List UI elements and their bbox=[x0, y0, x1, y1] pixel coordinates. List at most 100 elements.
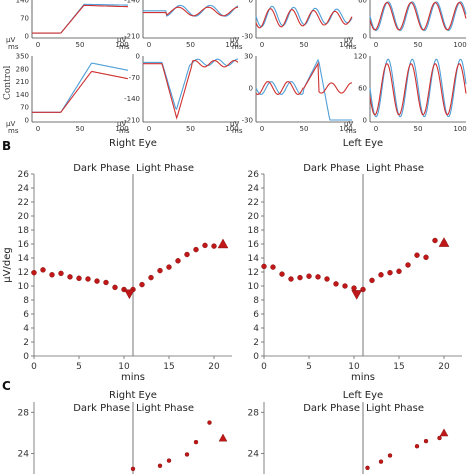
panel-a-r1c3-xtick-label: 0 bbox=[260, 41, 264, 49]
chartB0-data-point bbox=[31, 270, 37, 276]
chartB0-ytick-label: 16 bbox=[18, 240, 30, 250]
chartC1-data-point bbox=[387, 453, 393, 458]
chartC1-data-point bbox=[365, 465, 370, 471]
chartB1-data-point bbox=[405, 262, 411, 268]
chartB1-xlabel: mins bbox=[351, 372, 375, 383]
chart-c-left-eye: Left Eye 24 28 Dark Phase Light Phase bbox=[248, 390, 449, 474]
chartB0-title: Right Eye bbox=[109, 138, 157, 149]
chartB1-dark-phase-label: Dark Phase bbox=[303, 163, 360, 174]
chartB0-data-point bbox=[175, 258, 181, 264]
panel-a-r1c2-xtick-label: 0 bbox=[147, 41, 151, 49]
panel-a-r1c1-blue-trace bbox=[32, 3, 128, 34]
panel-a-r1c1-ytick-label: 140 bbox=[16, 0, 29, 5]
chartB0-data-point bbox=[139, 281, 145, 288]
panel-a-r1c4-red-trace bbox=[369, 1, 467, 31]
chartB0-data-point bbox=[94, 278, 100, 284]
panel-a-r2c4-ytick-label: 120 bbox=[354, 53, 367, 61]
chartB0-inverted-triangle-marker bbox=[124, 289, 135, 300]
panel-a-r2c3-xtick-label: 0 bbox=[260, 125, 264, 133]
panel-a-r2c4-ytick-label: 0 bbox=[363, 117, 367, 125]
panel-a-r1c2-ytick-label: -140 bbox=[124, 0, 140, 5]
panel-a-r1c4-xunit-label: ms bbox=[346, 43, 357, 51]
panel-a-r1c4-trace-plot: 60 0 μV 0 50 100 ms bbox=[344, 0, 467, 51]
panel-a-r2c1-xtick-label: 50 bbox=[76, 125, 85, 133]
chartB0-ytick-label: 20 bbox=[18, 212, 30, 222]
panel-a-r1c4-ytick-label: 0 bbox=[363, 33, 367, 41]
panel-a-r1c4-yunit-label: μV bbox=[344, 36, 353, 44]
panel-a-r1c3-red-trace bbox=[255, 8, 353, 29]
chartB0-ytick-label: 22 bbox=[18, 198, 29, 208]
chartC0-data-point bbox=[207, 420, 212, 425]
chartB1-data-point bbox=[396, 268, 402, 274]
chartB1-inverted-triangle-marker bbox=[351, 290, 363, 300]
chartB1-ytick-label: 10 bbox=[248, 282, 260, 292]
chartB1-data-point bbox=[297, 274, 303, 281]
panel-a-r2c1-xunit-label: ms bbox=[8, 127, 19, 135]
panel-a-r2c4-xtick-label: 100 bbox=[453, 125, 466, 133]
panel-a-r1c2-yunit-label: μV bbox=[117, 36, 126, 44]
panel-a-r2c1-ytick-label: 0 bbox=[25, 117, 29, 125]
chartB1-ytick-label: 0 bbox=[253, 352, 259, 362]
panel-a-r2c3-red-trace bbox=[255, 61, 352, 95]
chartB0-xtick-label: 10 bbox=[118, 362, 130, 372]
panel-a-r1c4-blue-trace bbox=[369, 1, 467, 32]
panel-a-r2c4-ytick-label: 60 bbox=[358, 85, 367, 93]
chartC1-data-point bbox=[437, 435, 442, 441]
chartB1-ytick-label: 24 bbox=[248, 184, 260, 194]
chartB0-ytick-label: 8 bbox=[23, 296, 29, 306]
panel-a-r1c1-ytick-label: 70 bbox=[20, 15, 29, 23]
panel-a-r2c1-xtick-label: 100 bbox=[115, 125, 128, 133]
panel-a-r1c1-ytick-label: 0 bbox=[25, 33, 29, 41]
chartB0-data-point bbox=[184, 251, 190, 258]
panel-a-r2c1-ytick-label: 70 bbox=[20, 104, 29, 112]
chartB0-data-point bbox=[103, 279, 109, 286]
chartB1-data-point bbox=[279, 271, 285, 277]
chartC1-title: Left Eye bbox=[343, 390, 383, 401]
panel-a-r2c2-ytick-label: -210 bbox=[124, 117, 140, 125]
chartB0-data-point bbox=[49, 272, 55, 278]
chartB1-data-point bbox=[378, 272, 384, 278]
chartB0-xtick-label: 20 bbox=[208, 362, 220, 372]
panel-a-r2c1-ytick-label: 280 bbox=[16, 65, 29, 73]
chartB0-data-point bbox=[157, 267, 163, 274]
chartB0-triangle-marker bbox=[217, 238, 229, 249]
chartC1-data-point bbox=[414, 444, 420, 449]
chartB0-data-point bbox=[166, 264, 172, 270]
panel-a-r1c3-xtick-label: 50 bbox=[300, 41, 309, 49]
panel-a-r2c1-blue-trace bbox=[32, 62, 129, 113]
panel-a-r1c2-xunit-label: ms bbox=[119, 43, 130, 51]
chartC1-ytick-label: 24 bbox=[248, 449, 260, 459]
panel-a-r2c4-trace-plot: 120 60 0 μV 0 50 100 ms bbox=[344, 53, 467, 136]
panel-a-r1c3-ytick-label: 0 bbox=[249, 0, 253, 5]
chartB0-data-point bbox=[58, 270, 64, 277]
panel-a-r2c3-ytick-label: 30 bbox=[244, 53, 253, 61]
panel-a-r2c1-xtick-label: 0 bbox=[36, 125, 40, 133]
chartB1-data-point bbox=[306, 273, 312, 279]
chartB1-data-point bbox=[414, 252, 420, 258]
panel-a-r1c2-xtick-label: 100 bbox=[225, 41, 238, 49]
chartC0-ytick-label: 24 bbox=[18, 449, 30, 459]
chartB0-xtick-label: 0 bbox=[31, 362, 37, 372]
chartC0-ytick-label: 28 bbox=[18, 408, 30, 418]
panel-a-r2c3-xtick-label: 100 bbox=[339, 125, 352, 133]
panel-a-r2c3-yunit-label: μV bbox=[230, 120, 239, 128]
panel-a-r2c2-yunit-label: μV bbox=[117, 120, 126, 128]
panel-a-r2c2-xtick-label: 0 bbox=[147, 125, 151, 133]
panel-a-r1c1-xtick-label: 100 bbox=[115, 41, 128, 49]
chartB0-data-point bbox=[40, 267, 46, 273]
chartB1-data-point bbox=[369, 277, 375, 284]
chartB0-data-point bbox=[211, 243, 217, 249]
chartB1-ytick-label: 14 bbox=[248, 254, 260, 264]
chartB0-ytick-label: 6 bbox=[23, 310, 29, 320]
panel-a-r1c4-ytick-label: 60 bbox=[358, 0, 367, 5]
panel-a-r2c2-ytick-label: -140 bbox=[124, 95, 140, 103]
chartB1-data-point bbox=[315, 274, 321, 280]
chartC0-data-point bbox=[166, 458, 172, 463]
chartB1-data-point bbox=[423, 254, 429, 260]
panel-a-r2c4-xtick-label: 50 bbox=[414, 125, 423, 133]
chartB1-xtick-label: 0 bbox=[261, 362, 267, 372]
chartC0-light-phase-label: Light Phase bbox=[136, 403, 194, 414]
chartB1-ytick-label: 12 bbox=[248, 268, 259, 278]
